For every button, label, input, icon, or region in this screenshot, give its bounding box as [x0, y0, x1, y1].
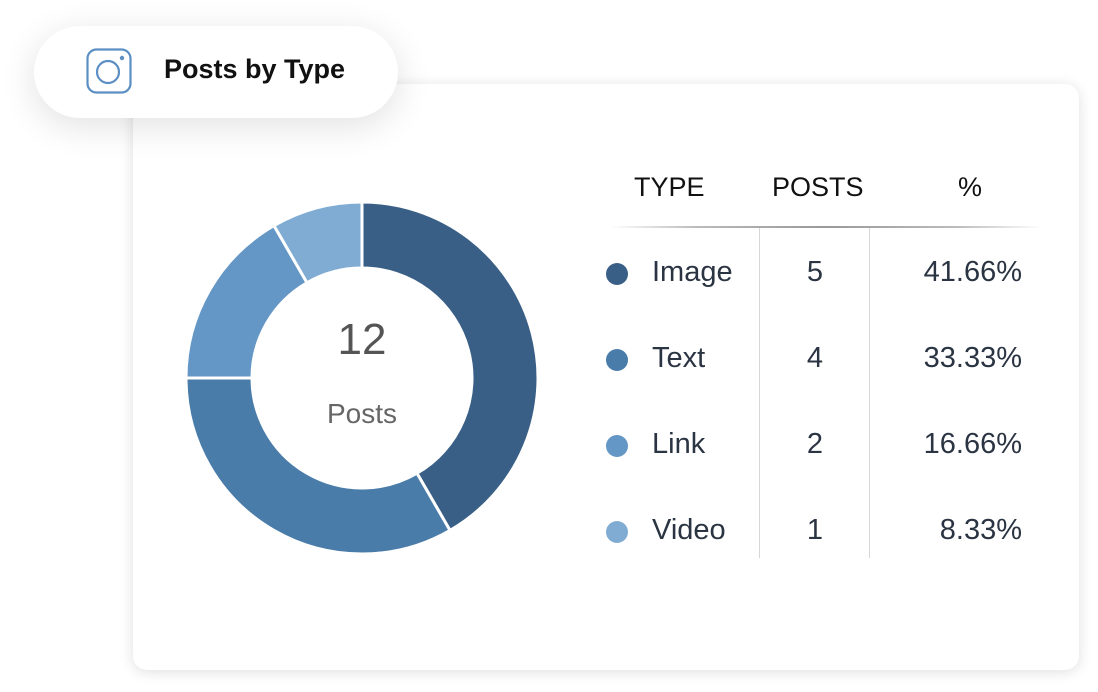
type-cell: Video [652, 514, 726, 546]
type-cell: Link [652, 428, 706, 460]
header-divider [610, 226, 1042, 228]
posts-cell: 2 [806, 428, 824, 460]
percent-cell: 33.33% [923, 342, 1022, 374]
donut-slice-video[interactable] [271, 200, 364, 285]
table-row: Link 2 16.66% [0, 426, 1098, 466]
posts-cell: 4 [806, 342, 824, 374]
legend-dot-icon [606, 521, 628, 543]
donut-slice-text[interactable] [184, 376, 453, 556]
posts-cell: 5 [806, 256, 824, 288]
legend-dot-icon [606, 435, 628, 457]
percent-cell: 8.33% [939, 514, 1022, 546]
header-type[interactable]: TYPE [634, 172, 705, 202]
header-posts[interactable]: POSTS [772, 172, 864, 202]
legend-dot-icon [606, 263, 628, 285]
instagram-icon [86, 48, 132, 94]
column-divider [869, 228, 870, 558]
chart-title: Posts by Type [164, 54, 346, 84]
column-divider [759, 228, 760, 558]
donut-chart [184, 200, 540, 556]
table-row: Text 4 33.33% [0, 340, 1098, 380]
type-cell: Text [652, 342, 706, 374]
table-row: Image 5 41.66% [0, 254, 1098, 294]
total-posts-label: Posts [326, 398, 398, 429]
table-row: Video 1 8.33% [0, 512, 1098, 552]
percent-cell: 41.66% [923, 256, 1022, 288]
posts-cell: 1 [806, 514, 824, 546]
legend-dot-icon [606, 349, 628, 371]
type-cell: Image [652, 256, 733, 288]
total-posts-value: 12 [337, 315, 387, 364]
percent-cell: 16.66% [923, 428, 1022, 460]
header-percent[interactable]: % [958, 172, 983, 202]
chart-card [133, 84, 1079, 670]
donut-slice-image[interactable] [360, 200, 540, 533]
title-pill: Posts by Type [34, 26, 398, 118]
